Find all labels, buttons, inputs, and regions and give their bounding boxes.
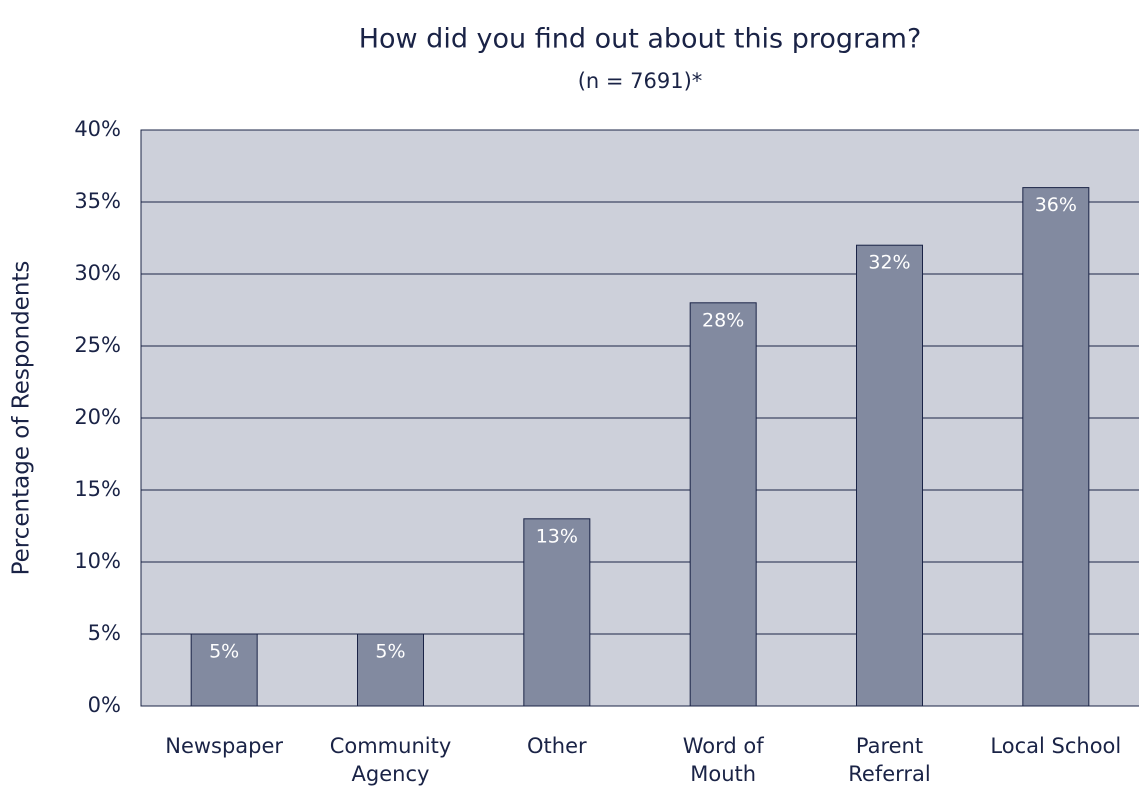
- x-tick-label: Newspaper: [165, 734, 284, 758]
- y-tick-label: 10%: [74, 549, 121, 573]
- x-tick-label: Local School: [990, 734, 1122, 758]
- data-label: 36%: [1035, 194, 1077, 216]
- y-tick-label: 5%: [88, 621, 121, 645]
- y-tick-label: 25%: [74, 333, 121, 357]
- data-label: 32%: [868, 252, 910, 274]
- chart-title: How did you find out about this program?: [359, 24, 922, 55]
- bar: [523, 518, 591, 707]
- data-label: 5%: [375, 641, 405, 663]
- bar: [689, 302, 757, 707]
- data-label: 5%: [209, 641, 239, 663]
- chart-subtitle: (n = 7691)*: [578, 69, 703, 93]
- x-tick-label: Word of Mouth: [682, 734, 764, 786]
- data-label: 28%: [702, 309, 744, 331]
- y-tick-label: 30%: [74, 261, 121, 285]
- y-tick-label: 20%: [74, 405, 121, 429]
- bar: [190, 633, 258, 707]
- y-tick-label: 35%: [74, 189, 121, 213]
- y-tick-label: 0%: [88, 693, 121, 717]
- x-tick-label: Community Agency: [329, 734, 452, 786]
- x-tick-label: Other: [527, 734, 587, 758]
- bar: [357, 633, 424, 707]
- bar: [1022, 187, 1090, 707]
- y-tick-label: 40%: [74, 117, 121, 141]
- data-label: 13%: [536, 525, 578, 547]
- x-tick-label: Parent Referral: [848, 734, 931, 786]
- y-tick-label: 15%: [74, 477, 121, 501]
- bar: [856, 244, 923, 707]
- y-axis-title: Percentage of Respondents: [9, 261, 35, 576]
